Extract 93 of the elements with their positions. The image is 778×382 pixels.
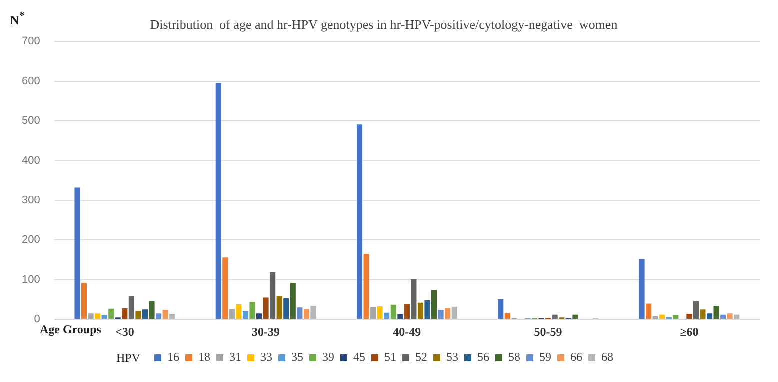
x-tick-label: 50-59: [534, 324, 562, 339]
bar: [377, 306, 383, 320]
bar: [424, 300, 430, 320]
y-tick-label: 200: [22, 234, 40, 246]
bar: [108, 308, 114, 320]
bar: [276, 296, 282, 320]
x-tick-label: 30-39: [252, 324, 280, 339]
chart-title: Distribution of age and hr-HPV genotypes in hr-HPV-positive/cytology-negative women: [150, 17, 618, 32]
bar: [445, 308, 451, 320]
bar: [256, 314, 262, 320]
x-tick-label: <30: [115, 324, 134, 339]
bar: [304, 309, 310, 320]
bar: [216, 83, 222, 320]
x-axis-title: Age Groups: [40, 322, 102, 337]
legend-label: 39: [322, 350, 334, 364]
bar: [290, 283, 296, 320]
bar: [720, 314, 726, 320]
bar: [693, 301, 699, 320]
bar: [122, 308, 128, 320]
bar: [652, 316, 658, 320]
legend-label: 52: [416, 350, 428, 364]
legend-label: 56: [478, 350, 490, 364]
bar: [270, 272, 276, 320]
x-tick-label: ≥60: [680, 324, 699, 339]
bar: [170, 314, 176, 320]
bar: [229, 309, 235, 320]
bar: [149, 301, 155, 320]
bar: [88, 314, 94, 320]
legend-label: 58: [508, 350, 520, 364]
legend-label: 68: [602, 350, 614, 364]
bar: [222, 258, 228, 320]
bar: [162, 310, 168, 320]
bar: [370, 307, 376, 320]
legend-label: 53: [446, 350, 458, 364]
bar: [74, 188, 80, 320]
y-axis-title: N$^{*}$: [10, 10, 25, 28]
bar: [128, 296, 134, 320]
bar: [310, 306, 316, 320]
bar: [398, 314, 404, 320]
bar: [714, 306, 720, 320]
bar: [552, 314, 558, 320]
bar: [142, 310, 148, 320]
bar: [452, 306, 458, 320]
bar: [284, 298, 290, 320]
legend-label: 45: [354, 350, 366, 364]
y-tick-label: 600: [22, 75, 40, 88]
bar: [418, 302, 424, 320]
bar: [660, 314, 666, 320]
bar: [356, 124, 363, 320]
legend-label: 59: [540, 350, 552, 364]
x-tick-label: 40-49: [393, 324, 422, 339]
y-tick-label: 300: [22, 194, 40, 206]
bar: [498, 299, 504, 320]
bar: [95, 314, 101, 320]
legend-label: 66: [570, 350, 582, 364]
legend-label: 51: [384, 350, 396, 364]
y-tick-label: 400: [22, 154, 40, 167]
bar: [364, 254, 370, 320]
bar: [646, 304, 652, 320]
y-tick-label: 100: [22, 274, 40, 286]
bar: [242, 311, 248, 320]
bar: [404, 304, 410, 320]
bar: [263, 298, 269, 320]
bar: [411, 279, 417, 320]
bar: [236, 304, 242, 320]
y-tick-label: 700: [22, 36, 40, 48]
legend-label: 31: [230, 350, 242, 364]
bar: [250, 302, 256, 320]
bar: [81, 283, 88, 320]
bar: [390, 304, 396, 320]
bar: [156, 314, 162, 320]
bar: [504, 313, 510, 320]
y-tick-label: 0: [34, 314, 40, 326]
legend-label: 33: [260, 350, 272, 364]
bar: [700, 310, 706, 320]
legend-label: 35: [292, 350, 304, 364]
bar: [673, 315, 679, 320]
legend-label: 18: [198, 350, 210, 364]
bar: [734, 314, 740, 320]
legend-title: HPV: [116, 351, 141, 366]
bar: [572, 314, 578, 320]
legend-label: 16: [168, 350, 180, 364]
bar: [438, 310, 444, 320]
bar: [136, 311, 142, 320]
y-tick-label: 500: [22, 115, 40, 128]
bar: [639, 259, 645, 320]
bar: [727, 314, 733, 320]
bar: [431, 290, 438, 320]
bar: [686, 314, 692, 320]
bar: [297, 308, 303, 320]
bar: [102, 315, 108, 320]
bar: [706, 314, 713, 320]
bar: [384, 312, 390, 320]
